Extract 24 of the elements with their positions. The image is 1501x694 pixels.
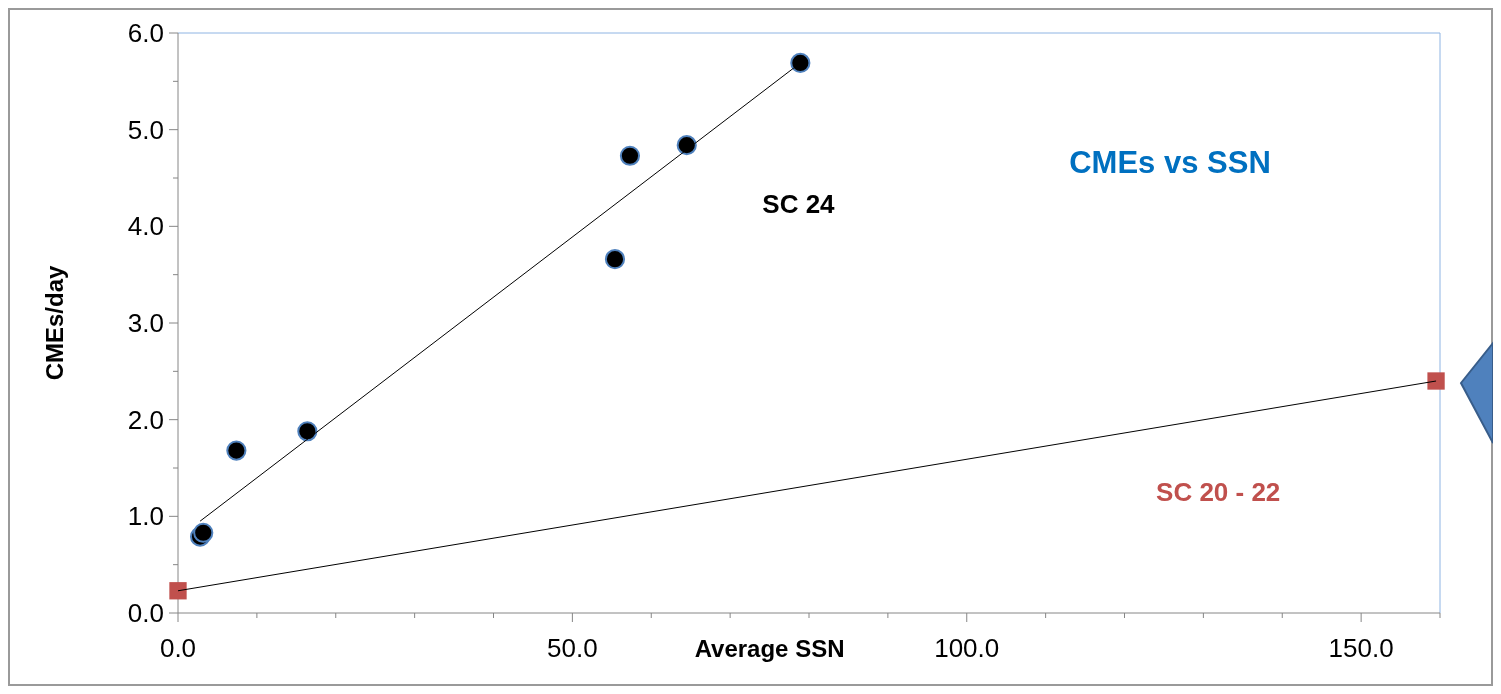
text: SC 20 - 22 xyxy=(1156,477,1281,507)
y-tick-label: 3.0 xyxy=(127,308,164,339)
point xyxy=(169,582,187,600)
x-tick-label: 150.0 xyxy=(1328,633,1394,663)
x-tick-label: 100.0 xyxy=(934,633,1000,663)
x-tick-label: 50.0 xyxy=(547,633,598,663)
point xyxy=(226,440,247,461)
x-axis-title: Average SSN xyxy=(694,635,845,662)
y-axis-title: CMEs/day xyxy=(41,265,68,381)
y-tick-label: 0.0 xyxy=(127,598,164,629)
y-tick-label: 1.0 xyxy=(127,501,164,532)
y-tick-label: 5.0 xyxy=(127,114,164,145)
text: CMEs vs SSN xyxy=(1069,145,1271,180)
point xyxy=(790,52,811,74)
text: SC 24 xyxy=(762,188,836,219)
point xyxy=(1427,372,1445,390)
y-tick-label: 6.0 xyxy=(127,18,164,49)
point xyxy=(619,145,641,166)
point xyxy=(297,421,318,442)
x-tick-label: 0.0 xyxy=(159,633,197,663)
point xyxy=(604,249,626,270)
point xyxy=(676,135,697,156)
y-tick-label: 4.0 xyxy=(127,211,164,242)
y-tick-label: 2.0 xyxy=(127,404,164,435)
